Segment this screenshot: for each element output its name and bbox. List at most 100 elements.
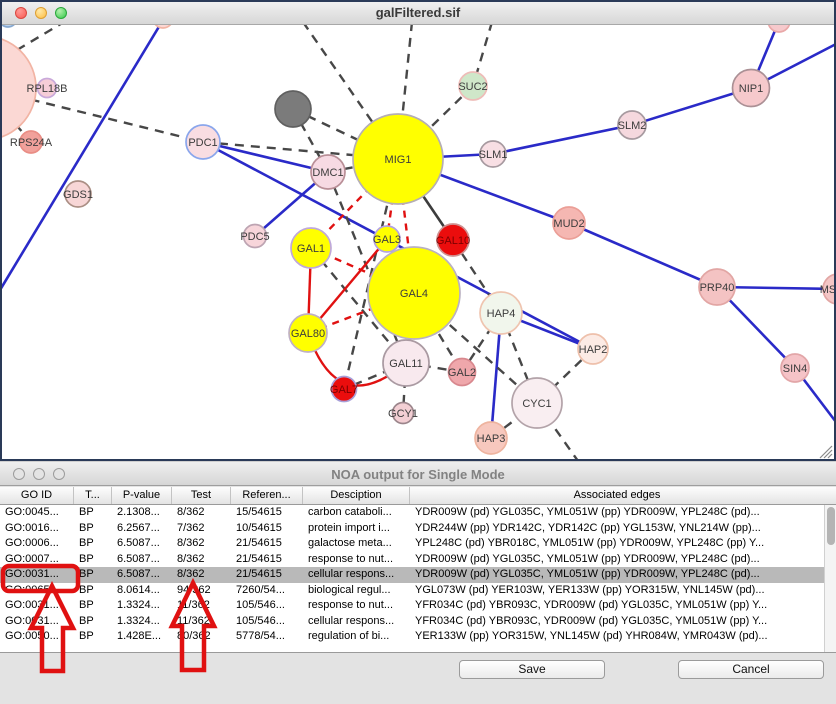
table-row[interactable]: GO:0065... BP 8.0614... 94/362 7260/54... bio… [0, 583, 824, 599]
column-header-goid[interactable]: GO ID [0, 487, 74, 504]
column-header-t[interactable]: T... [74, 487, 112, 504]
minimize-button[interactable] [35, 6, 47, 19]
close-button[interactable] [13, 468, 25, 480]
node-label-PDC5: PDC5 [240, 231, 269, 243]
table-cell: GO:0045... [5, 506, 59, 518]
table-row[interactable]: GO:0031... BP 1.3324... 11/362 105/546... cel… [0, 614, 824, 630]
edge-blue[interactable] [716, 285, 834, 291]
node-label-PRP40: PRP40 [700, 282, 735, 294]
node-HAP4[interactable] [479, 291, 523, 335]
node-label-MIG1: MIG1 [385, 154, 412, 166]
node-PDC5[interactable] [242, 223, 268, 249]
node-MUD2[interactable] [552, 206, 586, 240]
table-row[interactable]: GO:0045... BP 2.1308... 8/362 15/54615 carbon… [0, 505, 824, 521]
edge-blue[interactable] [568, 221, 718, 289]
node-MSN[interactable] [822, 273, 834, 305]
edge-blue[interactable] [631, 86, 752, 127]
edge-red[interactable] [307, 238, 388, 334]
node-PDC1[interactable] [185, 124, 221, 160]
node-label-MUD2: MUD2 [553, 218, 584, 230]
resize-grip-icon[interactable] [819, 445, 833, 459]
node-BIG[interactable] [2, 36, 37, 140]
table-cell: 21/54615 [236, 537, 282, 549]
node-CYC1[interactable] [511, 377, 563, 429]
scrollbar-thumb[interactable] [826, 507, 835, 545]
table-cell: YDR244W (pp) YDR142C, YDR142C (pp) YGL15… [415, 521, 761, 534]
edge-blue[interactable] [492, 123, 633, 156]
table-cell: BP [79, 599, 94, 611]
node-HAP2[interactable] [577, 333, 609, 365]
edge-dash[interactable] [326, 171, 408, 364]
column-header-test[interactable]: Test [172, 487, 231, 504]
node-HAP3[interactable] [474, 421, 508, 455]
noa-window-titlebar[interactable]: NOA output for Single Mode [0, 461, 836, 486]
save-button[interactable]: Save [459, 660, 605, 679]
edge-dash[interactable] [413, 292, 538, 404]
column-header-desciption[interactable]: Desciption [303, 487, 410, 504]
network-window-titlebar[interactable]: galFiltered.sif [2, 2, 834, 25]
edge-dash[interactable] [291, 108, 330, 173]
node-TOPBLUE[interactable] [2, 25, 17, 28]
node-SIN4[interactable] [780, 353, 810, 383]
table-row[interactable]: GO:0006... BP 6.5087... 8/362 21/54615 galact… [0, 536, 824, 552]
edge-dash[interactable] [460, 312, 503, 373]
table-row[interactable]: GO:0050... BP 1.428E... 80/362 5778/54... reg… [0, 629, 824, 645]
column-header-referen[interactable]: Referen... [231, 487, 303, 504]
column-header-associatededges[interactable]: Associated edges [573, 489, 661, 501]
column-header-pvalue[interactable]: P-value [112, 487, 172, 504]
table-cell: 1.428E... [117, 630, 162, 642]
edge-dash[interactable] [303, 25, 399, 160]
edge-dash[interactable] [16, 25, 64, 52]
table-row[interactable]: GO:0031... BP 1.3324... 11/362 105/546... res… [0, 598, 824, 614]
zoom-button[interactable] [55, 6, 67, 19]
node-GAL10[interactable] [436, 223, 470, 257]
node-SUC2[interactable] [458, 71, 488, 101]
node-NIP1[interactable] [731, 68, 771, 108]
node-DMC1[interactable] [310, 154, 346, 190]
edge-dash[interactable] [310, 247, 407, 364]
node-GCY1[interactable] [391, 401, 415, 425]
edge-blue[interactable] [202, 140, 329, 174]
edge-dash[interactable] [536, 402, 579, 459]
network-canvas[interactable]: RPL18B RPS24A GDS1 PDC1 PDC5 DMC1 MIG1 SUC2 SLM1… [2, 25, 834, 459]
node-GAL3[interactable] [373, 225, 401, 253]
table-cell: YGL073W (pd) YER103W, YER133W (pp) YOR31… [415, 583, 765, 596]
node-TOPRIGHT[interactable] [767, 25, 791, 33]
node-label-GAL4: GAL4 [400, 288, 428, 300]
node-GAL11[interactable] [382, 339, 430, 387]
node-PRP40[interactable] [698, 268, 736, 306]
table-row[interactable]: GO:0016... BP 6.2567... 7/362 10/54615 protei… [0, 521, 824, 537]
node-GAL1[interactable] [290, 227, 332, 269]
table-cell: BP [79, 568, 94, 580]
node-GDS1[interactable] [64, 180, 92, 208]
table-cell: 2.1308... [117, 506, 160, 518]
close-button[interactable] [15, 6, 27, 19]
edges-layer [2, 25, 834, 459]
minimize-button[interactable] [33, 468, 45, 480]
node-SLM1[interactable] [479, 140, 507, 168]
table-cell: response to nut... [308, 599, 393, 611]
table-row[interactable]: GO:0007... BP 6.5087... 8/362 21/54615 respon… [0, 552, 824, 568]
node-GAL4[interactable] [367, 246, 461, 340]
node-RPL18B[interactable] [36, 77, 58, 99]
network-window-title: galFiltered.sif [375, 5, 461, 20]
vertical-scrollbar[interactable] [824, 505, 836, 652]
node-MIG1[interactable] [352, 113, 444, 205]
edge-blue[interactable] [2, 25, 163, 290]
table-cell: 94/362 [177, 583, 211, 596]
node-SLM2[interactable] [617, 110, 647, 140]
table-cell: GO:0031... [5, 568, 59, 580]
cancel-button[interactable]: Cancel [678, 660, 824, 679]
zoom-button[interactable] [53, 468, 65, 480]
edge-redd[interactable] [396, 158, 416, 294]
node-RPS24A[interactable] [19, 130, 43, 154]
node-GAL2[interactable] [447, 357, 477, 387]
table-cell: 1.3324... [117, 614, 160, 627]
node-GRAY[interactable] [274, 90, 312, 128]
node-GAL80[interactable] [288, 313, 328, 353]
table-cell: BP [79, 521, 94, 534]
nodes-layer: RPL18B RPS24A GDS1 PDC1 PDC5 DMC1 MIG1 SUC2 SLM1… [2, 25, 834, 455]
node-GAL7[interactable] [330, 375, 358, 403]
node-TOPPINK[interactable] [153, 25, 173, 29]
table-row[interactable]: GO:0031... BP 6.5087... 8/362 21/54615 cellul… [0, 567, 824, 583]
